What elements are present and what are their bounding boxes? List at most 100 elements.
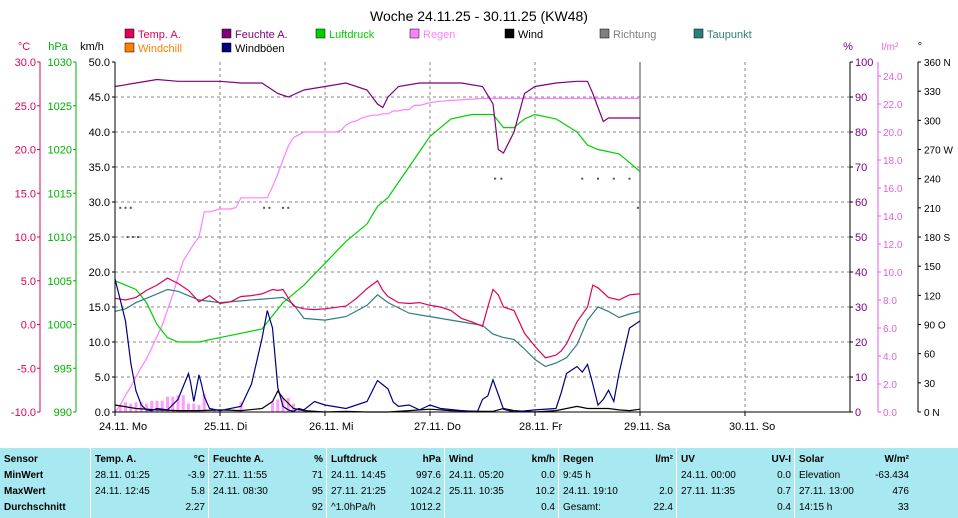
stat-time: 27.11. 11:35	[681, 486, 736, 497]
pressure-tick-label: 1025	[48, 101, 72, 113]
direction-tick-label: 60	[924, 350, 936, 361]
stats-luftdruck: Luftdruck hPa 24.11. 14:45 997.6 27.11. 21:2…	[326, 448, 445, 518]
row-label-min: MinWert	[4, 470, 44, 481]
x-tick-label: 30.11. So	[729, 421, 775, 433]
legend-swatch	[504, 28, 515, 39]
temp-tick-label: -10.0	[11, 407, 36, 419]
legend: Temp. A. Feuchte A. Luftdruck Regen Wind Rich…	[124, 28, 752, 55]
legend-label: Luftdruck	[329, 29, 375, 41]
rain-bar	[197, 405, 201, 412]
rain-tick-label: 10.0	[883, 268, 903, 279]
wind-direction-point	[636, 206, 639, 209]
rain-tick-label: 24.0	[883, 72, 903, 83]
humidity-line	[114, 78, 640, 154]
temperature-line	[114, 277, 641, 359]
wind-direction-point	[137, 236, 140, 238]
rain-tick-label: 14.0	[883, 212, 903, 223]
stat-unit: km/h	[531, 454, 555, 465]
legend-swatch	[693, 28, 704, 39]
wind-direction-point	[581, 177, 584, 180]
temp-tick-label: 10.0	[15, 232, 36, 244]
stat-unit: l/m²	[655, 454, 673, 465]
rain-bar	[160, 400, 164, 412]
stats-regen: Regen l/m² 9:45 h 24.11. 19:10 2.0 Gesamt: 22.…	[558, 448, 677, 518]
wind-direction-point	[263, 206, 266, 209]
rain-bar	[202, 394, 206, 412]
stat-time: 27.11. 21:25	[331, 486, 386, 497]
stat-unit: W/m²	[884, 454, 909, 465]
temp-tick-label: 0.0	[21, 320, 36, 332]
rain-bar	[134, 402, 138, 412]
stat-value: -3.9	[187, 470, 205, 481]
temp-tick-label: -5.0	[17, 363, 36, 375]
humidity-tick-label: 30	[855, 302, 867, 314]
pressure-tick-label: 1005	[48, 276, 72, 288]
rain-bar	[187, 403, 190, 412]
legend-swatch	[315, 28, 326, 39]
wind-direction-point	[124, 206, 127, 209]
statistics-panel: Sensor MinWert MaxWert Durchschnitt Temp…	[0, 448, 958, 518]
wind-direction-point	[494, 177, 497, 180]
pressure-line	[114, 113, 641, 343]
pressure-tick-label: 1000	[48, 320, 72, 332]
wind-direction-point	[287, 206, 290, 209]
legend-swatch	[124, 42, 135, 53]
rain-bar	[213, 410, 217, 412]
axis-units: °C hPa km/h% l/m² °	[18, 41, 922, 53]
x-tick-label: 24.11. Mo	[99, 421, 147, 433]
rain-total-line	[114, 97, 640, 413]
legend-label: Taupunkt	[707, 29, 752, 41]
humidity-tick-label: 0	[855, 407, 861, 419]
wind-direction-point	[612, 177, 615, 180]
rain-tick-label: 22.0	[883, 100, 903, 111]
stat-time: ^1.0hPa/h	[331, 502, 376, 513]
rain-bar	[139, 402, 143, 412]
legend-label: Regen	[423, 29, 455, 41]
wind-direction-point	[597, 177, 599, 180]
x-tick-label: 29.11. Sa	[624, 421, 671, 433]
humidity-axis-unit: %	[843, 41, 853, 53]
stat-value: 33	[897, 502, 909, 513]
stats-wind: Wind km/h 24.11. 05:20 0.0 25.11. 10:35 10.2 0…	[444, 448, 559, 518]
wind-tick-label: 10.0	[89, 337, 110, 349]
stat-unit: %	[314, 454, 323, 465]
stat-value: -63.434	[875, 470, 909, 481]
rain-tick-label: 4.0	[883, 352, 897, 363]
direction-tick-label: 0 N	[924, 408, 940, 419]
stat-value: 92	[311, 502, 323, 513]
stat-time: 25.11. 10:35	[449, 486, 504, 497]
legend-label: Windböen	[235, 43, 285, 55]
rain-bar	[297, 409, 301, 412]
stats-uv: UV UV-I 24.11. 00:00 0.0 27.11. 11:35 0.7 0.4	[676, 448, 795, 518]
x-tick-label: 26.11. Mi	[309, 421, 353, 433]
legend-swatch	[221, 42, 232, 53]
wind-direction-point	[628, 177, 631, 180]
stat-time: 24.11. 08:30	[213, 486, 268, 497]
wind-tick-label: 45.0	[89, 92, 110, 104]
direction-tick-label: 300	[924, 116, 941, 127]
wind-tick-label: 0.0	[95, 407, 110, 419]
legend-label: Wind	[518, 29, 543, 41]
rain-bar	[176, 395, 180, 412]
row-label-max: MaxWert	[4, 486, 46, 497]
wind-tick-label: 50.0	[89, 57, 110, 69]
direction-tick-label: 180 S	[924, 233, 950, 244]
stat-time: 14:15 h	[799, 502, 833, 513]
direction-tick-label: 240	[924, 175, 941, 186]
temp-tick-label: 20.0	[15, 145, 36, 157]
wind-direction-point	[131, 236, 134, 238]
stat-title: Luftdruck	[331, 454, 378, 465]
rain-bar	[192, 403, 196, 412]
legend-label: Temp. A.	[138, 29, 181, 41]
stat-unit: °C	[193, 454, 205, 465]
temp-axis-unit: °C	[18, 41, 30, 53]
pressure-tick-label: 1020	[48, 145, 72, 157]
wind-tick-label: 20.0	[89, 267, 110, 279]
rain-tick-label: 18.0	[883, 156, 903, 167]
direction-tick-label: 30	[924, 379, 936, 390]
rain-bar	[145, 403, 148, 412]
stat-title: UV	[681, 454, 695, 465]
stat-time: 24.11. 19:10	[563, 486, 618, 497]
wind-direction-point	[268, 206, 271, 209]
stat-value: 997.6	[415, 470, 441, 481]
